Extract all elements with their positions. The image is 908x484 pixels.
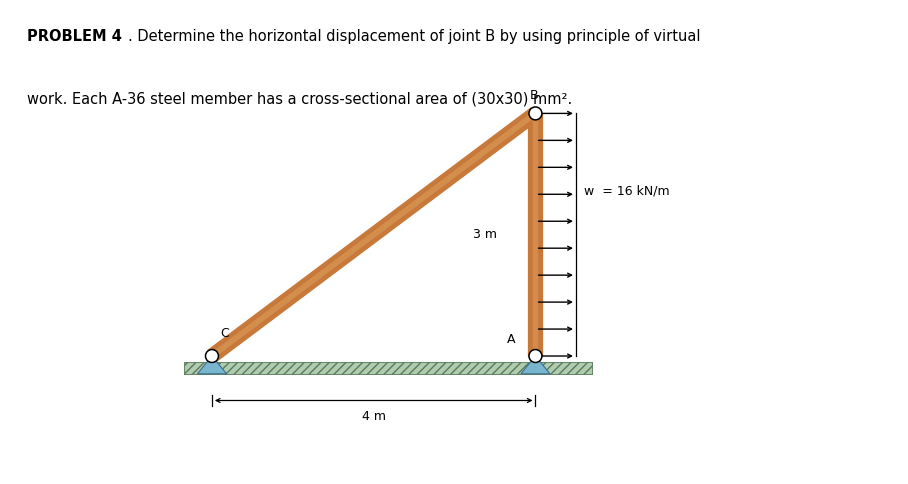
Text: B: B — [529, 89, 538, 102]
Polygon shape — [197, 356, 226, 374]
Circle shape — [207, 351, 217, 361]
Text: 3 m: 3 m — [473, 228, 497, 241]
Text: w  = 16 kN/m: w = 16 kN/m — [584, 184, 669, 197]
Text: A: A — [507, 333, 515, 347]
Text: PROBLEM 4: PROBLEM 4 — [27, 29, 122, 44]
Circle shape — [530, 351, 540, 361]
Text: . Determine the horizontal displacement of joint B by using principle of virtual: . Determine the horizontal displacement … — [128, 29, 700, 44]
Text: 4 m: 4 m — [361, 410, 386, 423]
Polygon shape — [183, 363, 592, 374]
Text: work. Each A-36 steel member has a cross-sectional area of (30x30) mm².: work. Each A-36 steel member has a cross… — [27, 91, 572, 106]
Polygon shape — [521, 356, 550, 374]
Text: C: C — [220, 327, 229, 340]
Circle shape — [529, 107, 542, 120]
Circle shape — [529, 349, 542, 363]
Circle shape — [205, 349, 219, 363]
